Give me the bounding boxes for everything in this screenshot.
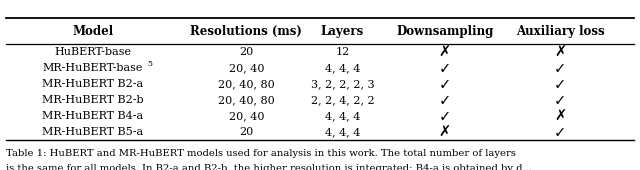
Text: 4, 4, 4: 4, 4, 4 bbox=[324, 127, 360, 137]
Text: 20, 40, 80: 20, 40, 80 bbox=[218, 79, 275, 89]
Text: ✓: ✓ bbox=[438, 61, 451, 76]
Text: Layers: Layers bbox=[321, 24, 364, 38]
Text: ✓: ✓ bbox=[438, 77, 451, 92]
Text: 20, 40: 20, 40 bbox=[228, 111, 264, 121]
Text: 12: 12 bbox=[335, 47, 349, 57]
Text: HuBERT-base: HuBERT-base bbox=[54, 47, 131, 57]
Text: ✗: ✗ bbox=[554, 45, 566, 60]
Text: ✗: ✗ bbox=[438, 125, 451, 140]
Text: Table 1: HuBERT and MR-HuBERT models used for analysis in this work. The total n: Table 1: HuBERT and MR-HuBERT models use… bbox=[6, 149, 516, 157]
Text: 4, 4, 4: 4, 4, 4 bbox=[324, 111, 360, 121]
Text: is the same for all models. In B2-a and B2-b, the higher resolution is integrate: is the same for all models. In B2-a and … bbox=[6, 164, 532, 170]
Text: MR-HuBERT B2-a: MR-HuBERT B2-a bbox=[42, 79, 143, 89]
Text: MR-HuBERT-base: MR-HuBERT-base bbox=[43, 63, 143, 73]
Text: ✓: ✓ bbox=[438, 93, 451, 108]
Text: ✓: ✓ bbox=[554, 61, 566, 76]
Text: Resolutions (ms): Resolutions (ms) bbox=[191, 24, 302, 38]
Text: ✗: ✗ bbox=[554, 109, 566, 124]
Text: MR-HuBERT B4-a: MR-HuBERT B4-a bbox=[42, 111, 143, 121]
Text: 5: 5 bbox=[148, 60, 153, 68]
Text: Downsampling: Downsampling bbox=[396, 24, 493, 38]
Text: ✓: ✓ bbox=[554, 93, 566, 108]
Text: 20: 20 bbox=[239, 47, 253, 57]
Text: ✗: ✗ bbox=[438, 45, 451, 60]
Text: ✓: ✓ bbox=[554, 125, 566, 140]
Text: Auxiliary loss: Auxiliary loss bbox=[516, 24, 604, 38]
Text: 20: 20 bbox=[239, 127, 253, 137]
Text: MR-HuBERT B5-a: MR-HuBERT B5-a bbox=[42, 127, 143, 137]
Text: Model: Model bbox=[72, 24, 113, 38]
Text: ✓: ✓ bbox=[554, 77, 566, 92]
Text: 4, 4, 4: 4, 4, 4 bbox=[324, 63, 360, 73]
Text: 2, 2, 4, 2, 2: 2, 2, 4, 2, 2 bbox=[310, 95, 374, 105]
Text: 20, 40: 20, 40 bbox=[228, 63, 264, 73]
Text: 20, 40, 80: 20, 40, 80 bbox=[218, 95, 275, 105]
Text: ✓: ✓ bbox=[438, 109, 451, 124]
Text: 3, 2, 2, 2, 3: 3, 2, 2, 2, 3 bbox=[310, 79, 374, 89]
Text: MR-HuBERT B2-b: MR-HuBERT B2-b bbox=[42, 95, 143, 105]
